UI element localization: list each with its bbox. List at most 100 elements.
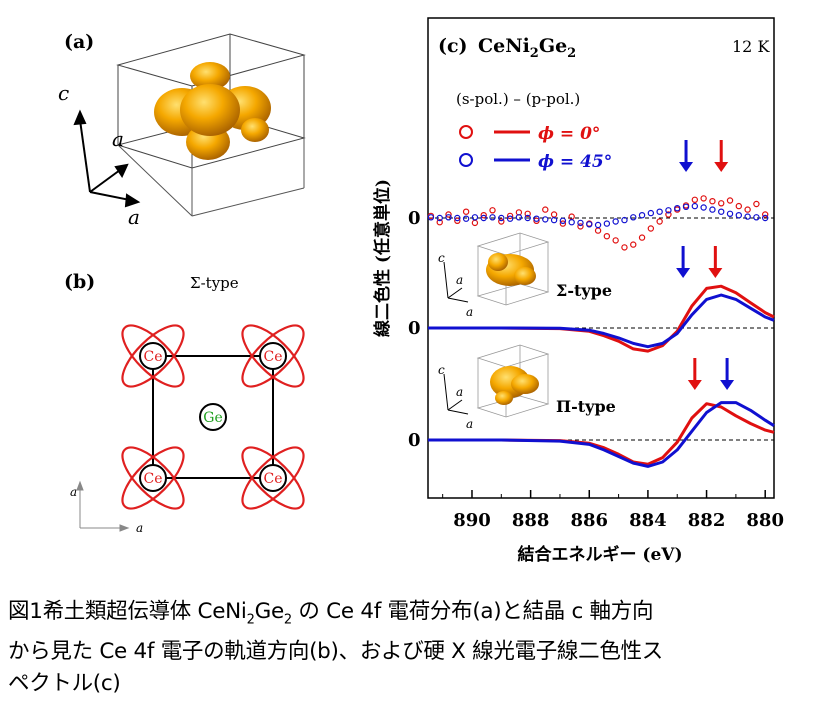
ce-atom: Ce (139, 464, 167, 492)
data-point (638, 211, 646, 219)
unit-cell-square (152, 355, 274, 479)
data-point (638, 234, 646, 241)
data-point (612, 237, 619, 244)
x-tick-label: 890 (453, 510, 491, 531)
axis-a-label-2: a (128, 205, 140, 229)
legend-entry-phi45: ϕ = 45° (459, 152, 612, 172)
data-point (454, 217, 461, 224)
axis-a-label-1: a (112, 127, 124, 151)
data-point (550, 211, 558, 218)
panel-c-chart: (c) CeNi2Ge2 12 K (s-pol.) – (p-pol.) ϕ … (372, 17, 784, 565)
panel-c-label: (c) (438, 35, 468, 57)
data-point (744, 206, 751, 213)
legend: ϕ = 0° ϕ = 45° (459, 124, 612, 172)
data-point (594, 221, 602, 229)
data-point (691, 196, 699, 203)
ce-atom: Ce (139, 342, 167, 370)
compound-title: CeNi2Ge2 (478, 35, 576, 61)
data-point (735, 202, 743, 210)
data-point (489, 207, 496, 214)
svg-text:Ce: Ce (264, 471, 283, 487)
inset-sigma-type-label: Σ-type (556, 281, 612, 300)
x-tick-label: 880 (746, 510, 784, 531)
data-point (445, 211, 452, 218)
inset-pi-axis-c: c (438, 363, 445, 377)
peak-arrow (676, 246, 691, 278)
data-point (621, 244, 628, 251)
data-point (454, 214, 461, 222)
data-point (621, 216, 628, 224)
figure-caption: 図1希土類超伝導体 CeNi2Ge2 の Ce 4f 電荷分布(a)と結晶 c … (8, 596, 808, 700)
difference-label: (s-pol.) – (p-pol.) (456, 90, 580, 108)
data-point (533, 215, 540, 222)
data-point (586, 221, 593, 228)
data-point (656, 208, 663, 215)
temperature-label: 12 K (732, 37, 770, 56)
data-point (718, 208, 725, 215)
x-tick-label: 888 (512, 510, 550, 531)
data-point (471, 219, 479, 227)
sigma-type-label: Σ-type (190, 274, 239, 292)
charge-distribution-blob (154, 62, 271, 160)
data-point (718, 200, 725, 207)
svg-text:ϕ = 0°: ϕ = 0° (538, 124, 600, 144)
inset-pi-type-label: Π-type (556, 397, 616, 416)
axes-b (76, 480, 130, 532)
data-point (427, 214, 435, 221)
peak-arrow (714, 140, 729, 172)
data-point (753, 200, 760, 208)
x-axis-label: 結合エネルギー (eV) (517, 544, 682, 565)
data-point (559, 217, 567, 224)
data-point (542, 206, 549, 213)
data-point (498, 214, 505, 222)
data-point (559, 220, 567, 227)
data-point (542, 216, 549, 223)
zero-label-middle: 0 (408, 318, 421, 339)
data-point (603, 220, 611, 227)
x-tick-label: 886 (570, 510, 608, 531)
data-point (533, 217, 540, 224)
data-point (709, 197, 716, 205)
ce-atom: Ce (259, 464, 287, 492)
plot-frame (427, 17, 775, 499)
data-point (700, 204, 707, 211)
svg-text:Ce: Ce (264, 349, 283, 365)
data-point (735, 211, 743, 219)
data-point (577, 219, 584, 227)
caption-line-2: から見た Ce 4f 電子の軌道方向(b)、および硬 X 線光電子線二色性ス (8, 639, 663, 665)
data-point (524, 210, 531, 217)
data-point (480, 214, 487, 222)
axes-triad-a (73, 109, 141, 208)
data-point (436, 214, 443, 222)
data-point (515, 214, 523, 221)
data-point (726, 210, 734, 217)
data-point (682, 203, 690, 210)
data-point (647, 225, 655, 232)
data-point (471, 214, 479, 221)
data-point (577, 223, 584, 230)
caption-line-1: 図1希土類超伝導体 CeNi2Ge2 の Ce 4f 電荷分布(a)と結晶 c … (8, 599, 654, 628)
x-tick-label: 884 (629, 510, 667, 531)
panel-b-label: (b) (64, 271, 95, 293)
series-line (428, 401, 775, 468)
data-point (753, 214, 760, 221)
data-point (524, 214, 531, 222)
inset-sigma: c a a Σ-type (438, 232, 612, 319)
x-tick-label: 882 (688, 510, 726, 531)
data-point (498, 218, 505, 225)
peak-arrow-head (714, 162, 729, 172)
data-point (691, 202, 699, 210)
data-point (489, 214, 496, 221)
panel-b-figure: (b) Σ-type Ce Ce Ce Ce (64, 271, 305, 535)
data-point (550, 216, 558, 224)
data-point (709, 206, 716, 213)
legend-entry-phi0: ϕ = 0° (459, 124, 600, 144)
ce-atom: Ce (259, 342, 287, 370)
data-point (630, 241, 637, 248)
data-point (762, 211, 769, 218)
axis-a-horizontal-label: a (136, 521, 143, 535)
peak-arrow-head (708, 268, 723, 278)
axis-c-label: c (58, 81, 69, 105)
data-point (630, 214, 637, 221)
caption-line-3: ペクトル(c) (8, 671, 121, 697)
